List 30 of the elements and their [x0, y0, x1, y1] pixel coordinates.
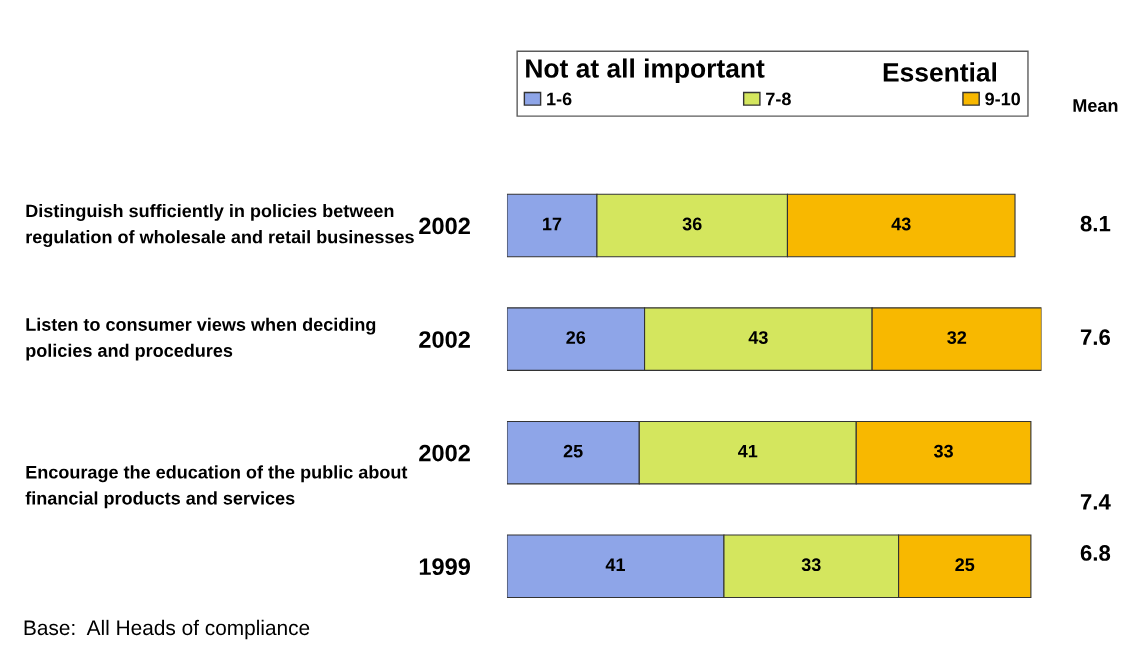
text: Distinguish sufficiently in policies between regulation of wholesale and retail businesses: [26, 204, 414, 248]
data-label: 25: [563, 444, 583, 458]
data-label: 41: [605, 558, 625, 571]
text: 7.6: [1080, 329, 1111, 346]
legend-title: Not at all important: [526, 58, 765, 84]
text: Base: All Heads of compliance: [24, 619, 310, 640]
legend-label: 1-6: [547, 92, 572, 106]
y-tick-label: 1999: [419, 558, 470, 576]
y-tick-label: 2002: [419, 217, 470, 235]
y-tick-label: 2002: [419, 444, 470, 462]
data-label: 32: [947, 331, 967, 344]
y-tick-label: 2002: [419, 331, 470, 348]
data-label: 25: [955, 558, 975, 572]
data-label: 36: [682, 217, 702, 231]
data-label: 33: [801, 558, 821, 572]
legend-label: 9-10: [985, 92, 1021, 106]
data-label: 26: [566, 331, 586, 344]
text: Encourage the education of the public about financial products and services: [25, 465, 408, 509]
text: Mean: [1073, 99, 1118, 112]
data-label: 17: [543, 217, 562, 231]
text: Listen to consumer views when deciding policies and procedures: [26, 317, 376, 361]
legend-label: 7-8: [766, 92, 791, 106]
text: 7.4: [1080, 494, 1111, 510]
data-label: 33: [933, 444, 953, 458]
data-label: 41: [738, 444, 758, 458]
data-label: 43: [748, 331, 768, 344]
text: 6.8: [1080, 545, 1111, 561]
data-label: 43: [891, 217, 911, 231]
text: Essential: [883, 62, 997, 82]
text: 8.1: [1080, 215, 1111, 232]
